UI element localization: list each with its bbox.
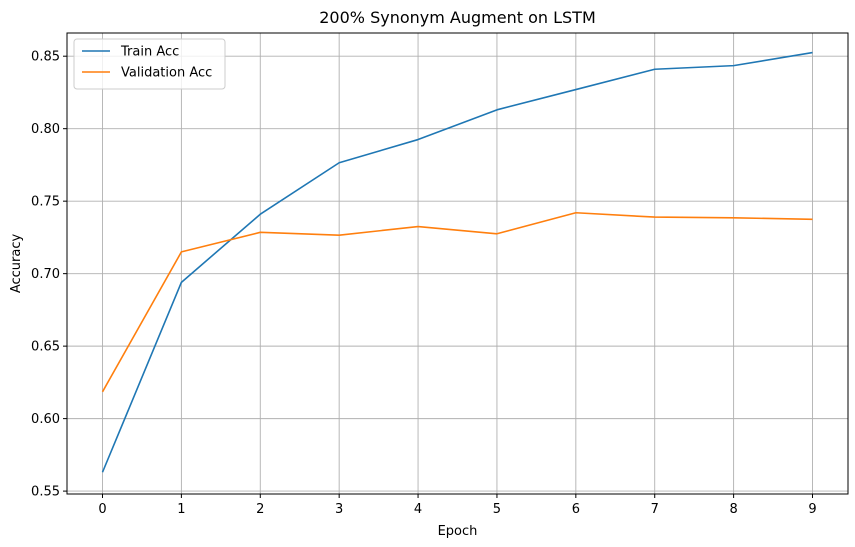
grid-layer [67,33,848,494]
x-axis-label: Epoch [438,524,478,539]
legend-box [73,38,226,90]
x-tick-label: 5 [493,502,501,517]
y-tick-label: 0.55 [31,485,60,500]
legend-label-train-acc: Train Acc [120,45,179,60]
ticks-layer: 0 1 2 3 4 5 6 7 8 9 0.55 0.60 0.65 0.70 0.75 0.80 0.85 [31,50,817,517]
x-tick-label: 9 [808,502,816,517]
series-line-validation-acc [101,211,813,393]
y-tick-label: 0.85 [31,50,60,65]
chart-title: 200% Synonym Augment on LSTM [319,8,596,27]
x-tick-label: 4 [414,502,422,517]
legend: Train Acc Validation Acc [73,38,226,90]
y-tick-label: 0.75 [31,195,60,210]
y-tick-label: 0.60 [31,412,60,427]
x-tick-label: 1 [177,502,185,517]
x-tick-label: 2 [256,502,264,517]
legend-label-validation-acc: Validation Acc [121,66,212,81]
y-tick-label: 0.65 [31,340,60,355]
x-tick-label: 3 [335,502,343,517]
x-tick-label: 7 [651,502,659,517]
y-tick-label: 0.80 [31,122,60,137]
x-tick-label: 8 [729,502,737,517]
y-axis-label: Accuracy [9,234,24,294]
x-tick-label: 0 [98,502,106,517]
y-tick-label: 0.70 [31,267,60,282]
plot-frame [66,32,849,495]
series-line-train-acc [101,51,813,473]
series-layer [101,51,813,473]
x-tick-label: 6 [572,502,580,517]
